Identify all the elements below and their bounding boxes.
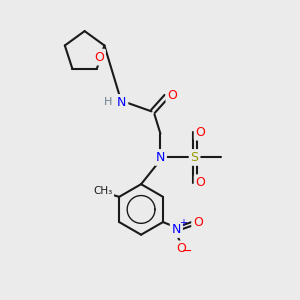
Text: O: O (167, 88, 177, 101)
Text: O: O (94, 51, 104, 64)
Text: N: N (172, 223, 181, 236)
Text: CH₃: CH₃ (93, 186, 112, 196)
Text: CH₃: CH₃ (92, 188, 110, 197)
Text: +: + (179, 218, 187, 228)
Text: S: S (190, 151, 199, 164)
Text: N: N (156, 151, 165, 164)
Text: N: N (117, 96, 127, 109)
Text: H: H (104, 98, 112, 107)
Text: O: O (196, 126, 206, 139)
Text: −: − (182, 245, 193, 258)
Text: O: O (196, 176, 206, 189)
Text: O: O (193, 216, 203, 229)
Text: O: O (176, 242, 186, 255)
